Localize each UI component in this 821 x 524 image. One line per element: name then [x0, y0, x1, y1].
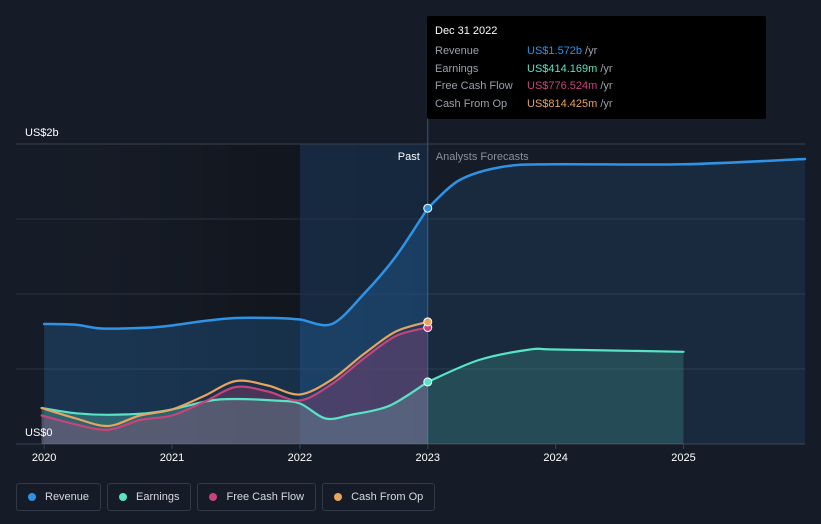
tooltip-series-unit: /yr [600, 62, 613, 75]
legend-label: Revenue [45, 491, 90, 503]
x-tick-label: 2024 [543, 452, 567, 464]
legend-label: Cash From Op [351, 491, 424, 503]
legend-label: Earnings [136, 491, 180, 503]
earnings-marker[interactable] [423, 377, 433, 387]
tooltip-series-unit: /yr [585, 45, 598, 57]
tooltip-series-value: US$414.169m [527, 62, 598, 75]
legend-dot-icon [334, 493, 343, 501]
tooltip-series-name: Cash From Op [435, 97, 508, 110]
tooltip-series-value: US$776.524m [527, 80, 598, 92]
tooltip-series-unit: /yr [600, 80, 613, 92]
revenue-past-line [42, 206, 430, 330]
tooltip-series-unit: /yr [600, 97, 613, 110]
legend-dot-icon [28, 493, 36, 501]
y-axis-bottom-label: US$0 [25, 427, 53, 439]
past-label: Past [398, 151, 420, 163]
revenue-marker[interactable] [423, 203, 433, 213]
tooltip-series-name: Free Cash Flow [435, 80, 513, 92]
x-tick-label: 2023 [416, 452, 440, 464]
legend-label: Free Cash Flow [226, 491, 305, 503]
tooltip-date: Dec 31 2022 [435, 25, 498, 37]
cash-from-op-past-line [40, 320, 429, 428]
tooltip-series-name: Revenue [435, 45, 480, 57]
legend-item-free-cash-flow[interactable]: Free Cash Flow [197, 483, 317, 511]
tooltip-row-free-cash-flow: Free Cash Flow US$776.524m/yr [435, 78, 758, 96]
chart-legend: Revenue Earnings Free Cash Flow Cash From O… [16, 483, 436, 511]
forecast-label: Analysts Forecasts [436, 151, 529, 163]
x-tick-label: 2025 [671, 452, 695, 464]
revenue-forecast-area [427, 159, 805, 444]
legend-dot-icon [119, 493, 128, 501]
tooltip-row-revenue: Revenue US$1.572b/yr [435, 43, 758, 61]
tooltip-series-name: Earnings [435, 62, 479, 75]
tooltip-row-earnings: Earnings US$414.169m/yr [435, 61, 758, 79]
earnings-forecast-area [427, 348, 684, 444]
earnings-past-area [41, 381, 428, 444]
x-tick-label: 2022 [288, 452, 312, 464]
tooltip-series-value: US$1.572b [527, 45, 583, 57]
free-cash-flow-past-area [41, 327, 428, 444]
tooltip-series-value: US$814.425m [527, 97, 598, 110]
earnings-past-line [40, 380, 429, 421]
legend-item-revenue[interactable]: Revenue [16, 483, 102, 511]
cash-from-op-marker[interactable] [423, 317, 433, 327]
tooltip-row-cash-from-op: Cash From Op US$814.425m/yr [435, 96, 758, 114]
y-axis-top-label: US$2b [25, 127, 59, 139]
legend-item-cash-from-op[interactable]: Cash From Op [322, 483, 436, 511]
revenue-forecast-line [426, 157, 807, 210]
free-cash-flow-past-line [40, 326, 429, 431]
legend-dot-icon [209, 493, 218, 501]
x-tick-label: 2020 [32, 452, 56, 464]
legend-item-earnings[interactable]: Earnings [107, 483, 192, 511]
hover-tooltip: Dec 31 2022 Revenue US$1.572b/yr Earnings U… [427, 16, 766, 119]
x-tick-label: 2021 [160, 452, 184, 464]
earnings-forecast-line [426, 347, 685, 383]
